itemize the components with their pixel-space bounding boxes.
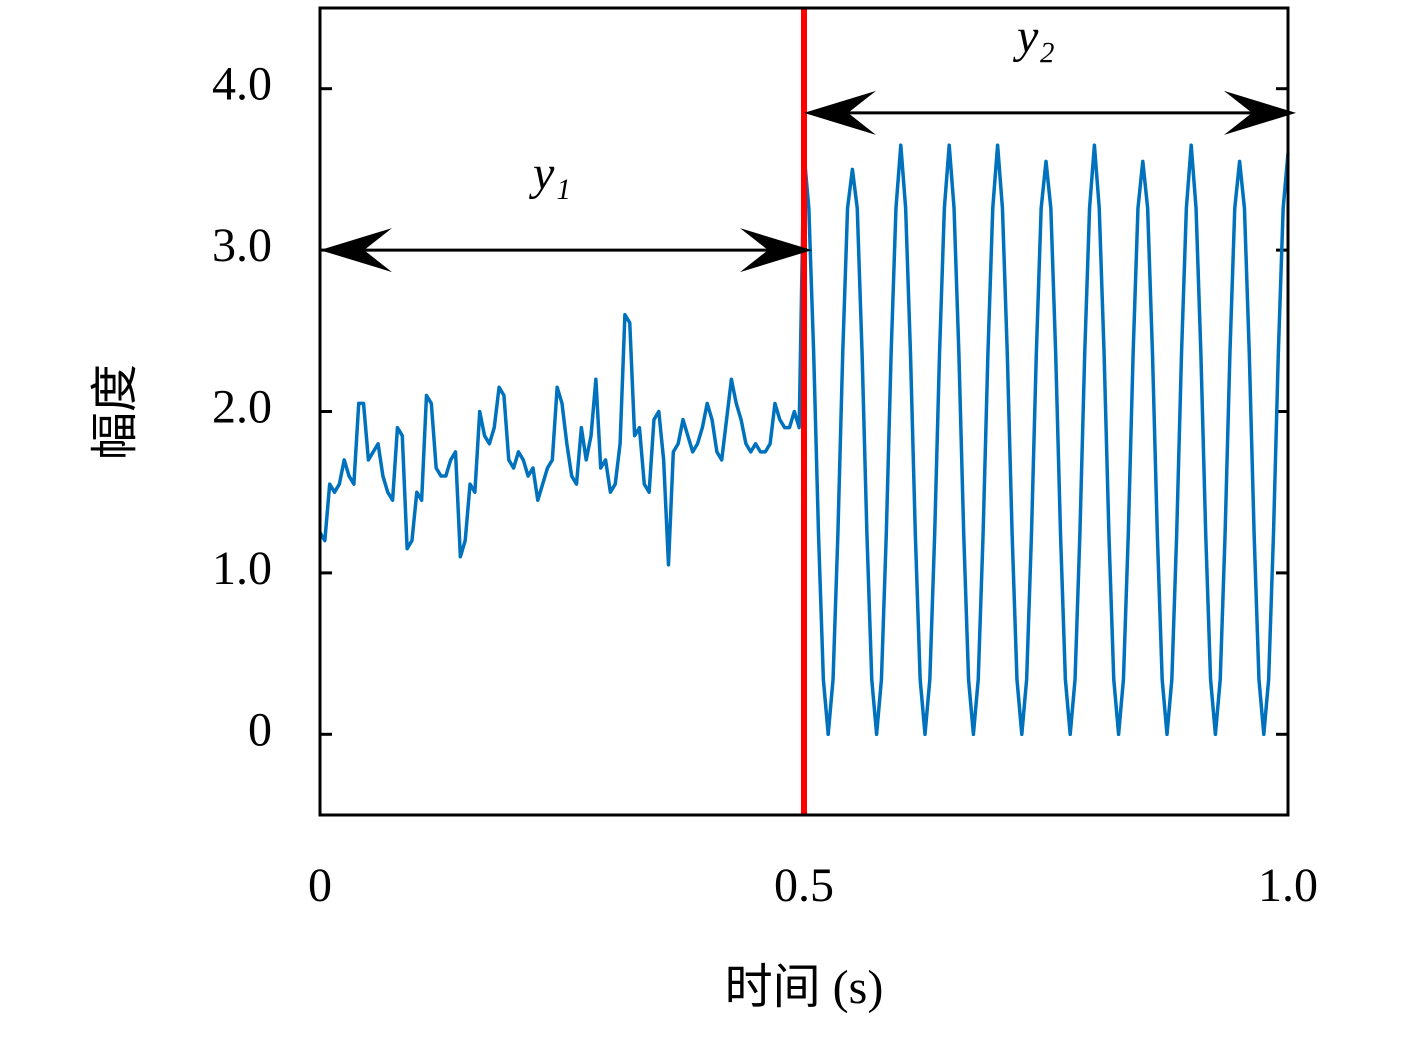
arrow-head: [320, 228, 392, 273]
x-tick-label: 0.5: [774, 859, 834, 912]
y-axis-label: 幅度: [89, 364, 142, 460]
x-tick-label: 1.0: [1258, 859, 1318, 912]
x-axis-label: 时间 (s): [725, 961, 884, 1014]
arrow-head: [1224, 90, 1296, 135]
y-tick-label: 1.0: [212, 542, 272, 595]
arrow-head: [804, 90, 876, 135]
arrow-head: [740, 228, 812, 273]
plot-frame: [318, 6, 1290, 817]
y-tick-label: 2.0: [212, 381, 272, 434]
y-tick-label: 3.0: [212, 219, 272, 272]
y-tick-label: 4.0: [212, 58, 272, 111]
x-tick-label: 0: [308, 859, 332, 912]
annotation-label: y₁: [528, 147, 571, 200]
y-tick-label: 0: [248, 703, 272, 756]
annotation-label: y₂: [1012, 10, 1055, 63]
